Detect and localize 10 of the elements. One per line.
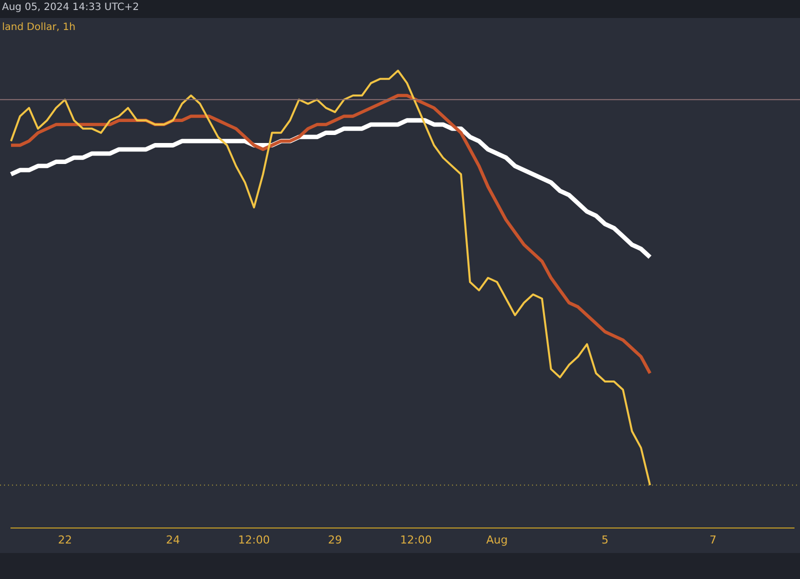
x-tick-label: 29 bbox=[328, 533, 342, 546]
x-tick-label: 12:00 bbox=[238, 533, 270, 546]
chart-subtitle: Aug 05, 2024 14:33 UTC+2 bbox=[2, 2, 139, 13]
x-tick-label: 7 bbox=[710, 533, 716, 546]
x-tick-label: 12:00 bbox=[400, 533, 432, 546]
x-tick-label: Aug bbox=[486, 533, 508, 546]
x-tick-label: 5 bbox=[602, 533, 608, 546]
x-tick-label: 24 bbox=[166, 533, 180, 546]
x-tick-label: 22 bbox=[58, 533, 72, 546]
chart-title: land Dollar, 1h bbox=[2, 22, 76, 33]
